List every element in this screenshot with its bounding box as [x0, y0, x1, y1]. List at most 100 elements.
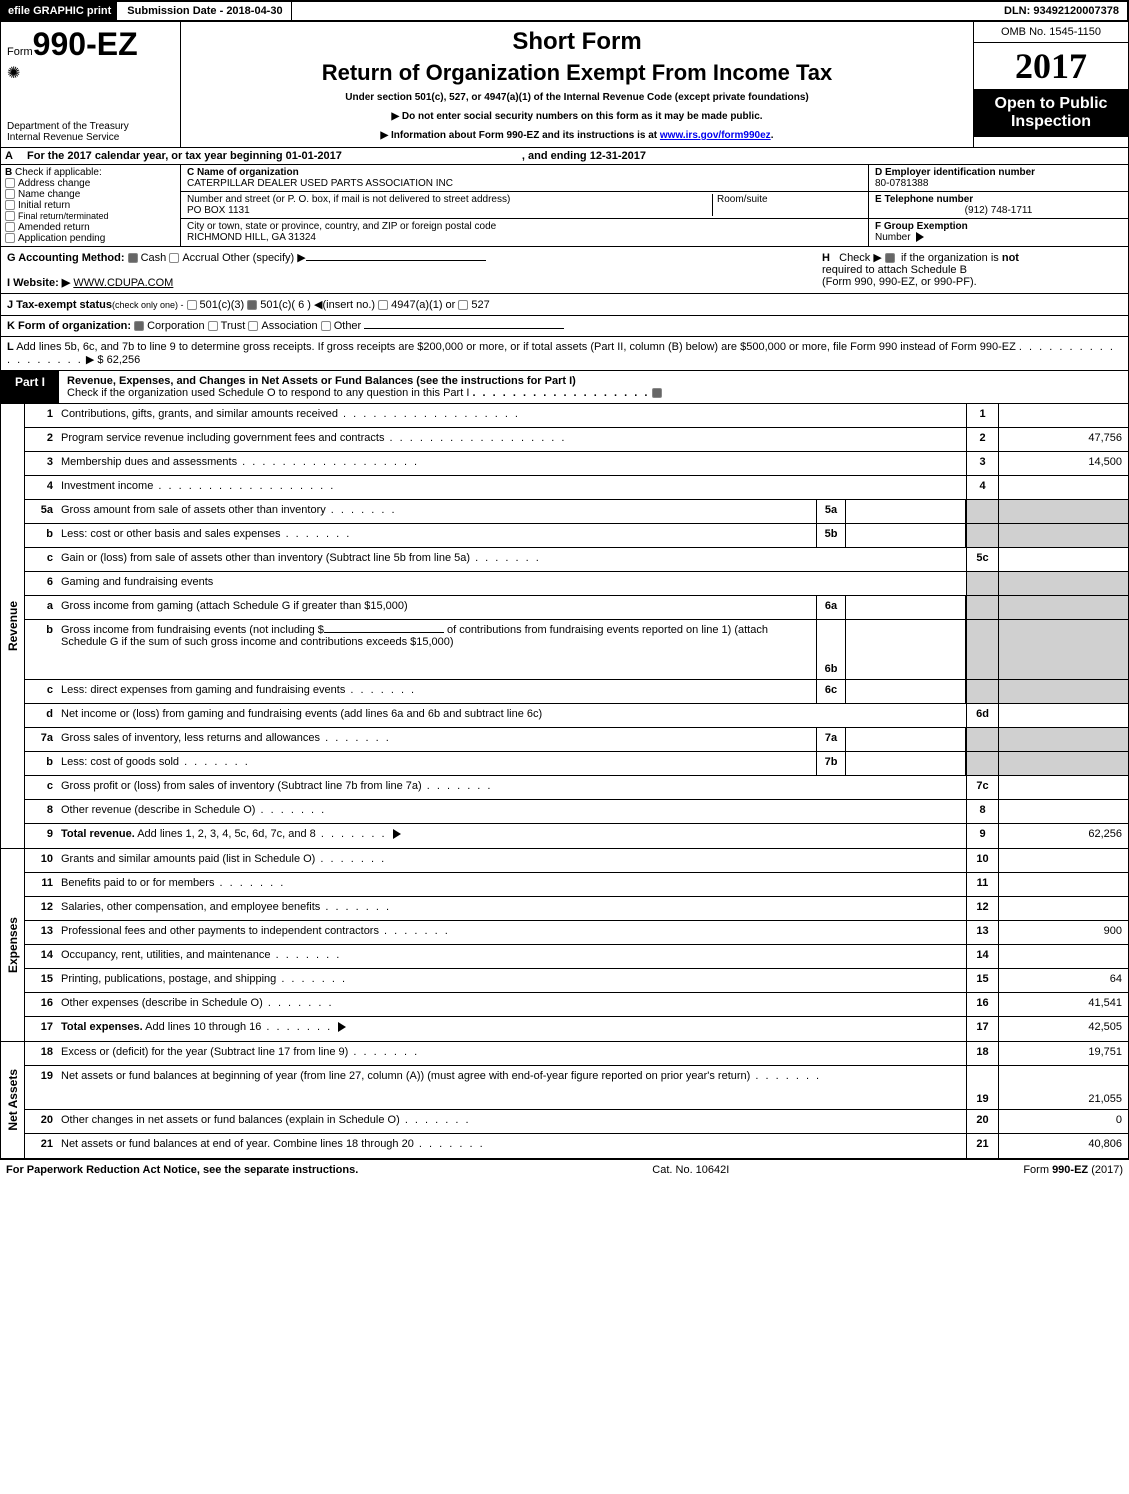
- line-16: 16Other expenses (describe in Schedule O…: [25, 993, 1128, 1017]
- part-1-title: Revenue, Expenses, and Changes in Net As…: [67, 375, 576, 387]
- street-value: PO BOX 1131: [187, 205, 712, 216]
- line-7a: 7aGross sales of inventory, less returns…: [25, 728, 1128, 752]
- line-5c: cGain or (loss) from sale of assets othe…: [25, 548, 1128, 572]
- line-g-h: G Accounting Method: Cash Accrual Other …: [0, 247, 1129, 294]
- open-to-public: Open to PublicInspection: [974, 89, 1128, 137]
- street-label: Number and street (or P. O. box, if mail…: [187, 194, 712, 205]
- expenses-section: Expenses 10Grants and similar amounts pa…: [0, 849, 1129, 1042]
- line-5b: bLess: cost or other basis and sales exp…: [25, 524, 1128, 548]
- line-9: 9Total revenue. Add lines 1, 2, 3, 4, 5c…: [25, 824, 1128, 848]
- ein-value: 80-0781388: [875, 178, 928, 189]
- org-name: CATERPILLAR DEALER USED PARTS ASSOCIATIO…: [187, 178, 862, 189]
- check-name-change[interactable]: [5, 189, 15, 199]
- line-17: 17Total expenses. Add lines 10 through 1…: [25, 1017, 1128, 1041]
- form-number: 990-EZ: [33, 26, 138, 62]
- label-h: H: [822, 252, 830, 264]
- revenue-section: Revenue 1Contributions, gifts, grants, a…: [0, 404, 1129, 849]
- line-18: 18Excess or (deficit) for the year (Subt…: [25, 1042, 1128, 1066]
- check-h[interactable]: [885, 253, 895, 263]
- website-value[interactable]: WWW.CDUPA.COM: [73, 277, 173, 289]
- room-suite-label: Room/suite: [717, 194, 862, 205]
- form-prefix: Form990-EZ: [7, 46, 138, 58]
- label-g: G Accounting Method:: [7, 252, 125, 264]
- line-2: 2Program service revenue including gover…: [25, 428, 1128, 452]
- under-section: Under section 501(c), 527, or 4947(a)(1)…: [187, 92, 967, 103]
- check-application-pending[interactable]: [5, 233, 15, 243]
- revenue-label: Revenue: [6, 601, 20, 651]
- part-1-header: Part I Revenue, Expenses, and Changes in…: [0, 371, 1129, 404]
- city-label: City or town, state or province, country…: [187, 221, 862, 232]
- check-amended-return[interactable]: [5, 222, 15, 232]
- check-initial-return[interactable]: [5, 200, 15, 210]
- line-6: 6Gaming and fundraising events: [25, 572, 1128, 596]
- check-501c[interactable]: [247, 300, 257, 310]
- line-15: 15Printing, publications, postage, and s…: [25, 969, 1128, 993]
- ssn-warning: ▶ Do not enter social security numbers o…: [187, 111, 967, 122]
- dept-treasury: Department of the Treasury: [7, 121, 174, 132]
- line-6a: aGross income from gaming (attach Schedu…: [25, 596, 1128, 620]
- check-assoc[interactable]: [248, 321, 258, 331]
- label-i: I Website: ▶: [7, 277, 70, 289]
- check-corp[interactable]: [134, 321, 144, 331]
- line-10: 10Grants and similar amounts paid (list …: [25, 849, 1128, 873]
- check-trust[interactable]: [208, 321, 218, 331]
- expenses-label: Expenses: [6, 917, 20, 973]
- line-1: 1Contributions, gifts, grants, and simil…: [25, 404, 1128, 428]
- dept-irs: Internal Revenue Service: [7, 132, 174, 143]
- label-a: A: [1, 148, 23, 164]
- gross-receipts: ▶ $ 62,256: [86, 354, 140, 366]
- arrow-icon: [338, 1022, 346, 1032]
- line-3: 3Membership dues and assessments314,500: [25, 452, 1128, 476]
- line-12: 12Salaries, other compensation, and empl…: [25, 897, 1128, 921]
- label-d: D Employer identification number: [875, 167, 1035, 178]
- page-footer: For Paperwork Reduction Act Notice, see …: [0, 1159, 1129, 1180]
- city-value: RICHMOND HILL, GA 31324: [187, 232, 862, 243]
- label-f: F Group Exemption: [875, 221, 968, 232]
- arrow-icon: [916, 232, 924, 242]
- net-assets-section: Net Assets 18Excess or (deficit) for the…: [0, 1042, 1129, 1159]
- footer-cat: Cat. No. 10642I: [652, 1164, 729, 1176]
- line-14: 14Occupancy, rent, utilities, and mainte…: [25, 945, 1128, 969]
- check-other-org[interactable]: [321, 321, 331, 331]
- part-1-label: Part I: [1, 371, 59, 403]
- omb-number: OMB No. 1545-1150: [974, 22, 1128, 43]
- line-13: 13Professional fees and other payments t…: [25, 921, 1128, 945]
- line-l: L Add lines 5b, 6c, and 7b to line 9 to …: [0, 337, 1129, 371]
- line-11: 11Benefits paid to or for members11: [25, 873, 1128, 897]
- telephone-value: (912) 748-1711: [875, 205, 1122, 216]
- check-4947[interactable]: [378, 300, 388, 310]
- line-4: 4Investment income4: [25, 476, 1128, 500]
- line-5a: 5aGross amount from sale of assets other…: [25, 500, 1128, 524]
- check-final-return[interactable]: [5, 211, 15, 221]
- label-b: B: [5, 167, 12, 178]
- short-form-title: Short Form: [187, 28, 967, 56]
- entity-box: B Check if applicable: Address change Na…: [0, 165, 1129, 247]
- check-527[interactable]: [458, 300, 468, 310]
- line-21: 21Net assets or fund balances at end of …: [25, 1134, 1128, 1158]
- info-link[interactable]: www.irs.gov/form990ez: [660, 130, 771, 141]
- submission-date: Submission Date - 2018-04-30: [119, 2, 291, 20]
- part-1-sub: Check if the organization used Schedule …: [67, 387, 469, 399]
- line-6c: cLess: direct expenses from gaming and f…: [25, 680, 1128, 704]
- main-title: Return of Organization Exempt From Incom…: [187, 60, 967, 86]
- arrow-icon: [393, 829, 401, 839]
- line-7c: cGross profit or (loss) from sales of in…: [25, 776, 1128, 800]
- form-header: Form990-EZ ✺ Department of the Treasury …: [0, 22, 1129, 148]
- check-accrual[interactable]: [169, 253, 179, 263]
- net-assets-label: Net Assets: [6, 1069, 20, 1131]
- topbar: efile GRAPHIC print Submission Date - 20…: [0, 0, 1129, 22]
- check-cash[interactable]: [128, 253, 138, 263]
- label-c: C Name of organization: [187, 167, 862, 178]
- info-line: ▶ Information about Form 990-EZ and its …: [187, 130, 967, 141]
- irs-seal-icon: ✺: [7, 65, 20, 82]
- check-schedule-o[interactable]: [652, 388, 662, 398]
- line-j: J Tax-exempt status(check only one) - 50…: [0, 294, 1129, 316]
- check-address-change[interactable]: [5, 178, 15, 188]
- tax-year: 2017: [974, 43, 1128, 89]
- check-501c3[interactable]: [187, 300, 197, 310]
- line-7b: bLess: cost of goods sold7b: [25, 752, 1128, 776]
- line-a: A For the 2017 calendar year, or tax yea…: [0, 148, 1129, 165]
- line-20: 20Other changes in net assets or fund ba…: [25, 1110, 1128, 1134]
- line-8: 8Other revenue (describe in Schedule O)8: [25, 800, 1128, 824]
- efile-print-button[interactable]: efile GRAPHIC print: [2, 2, 119, 20]
